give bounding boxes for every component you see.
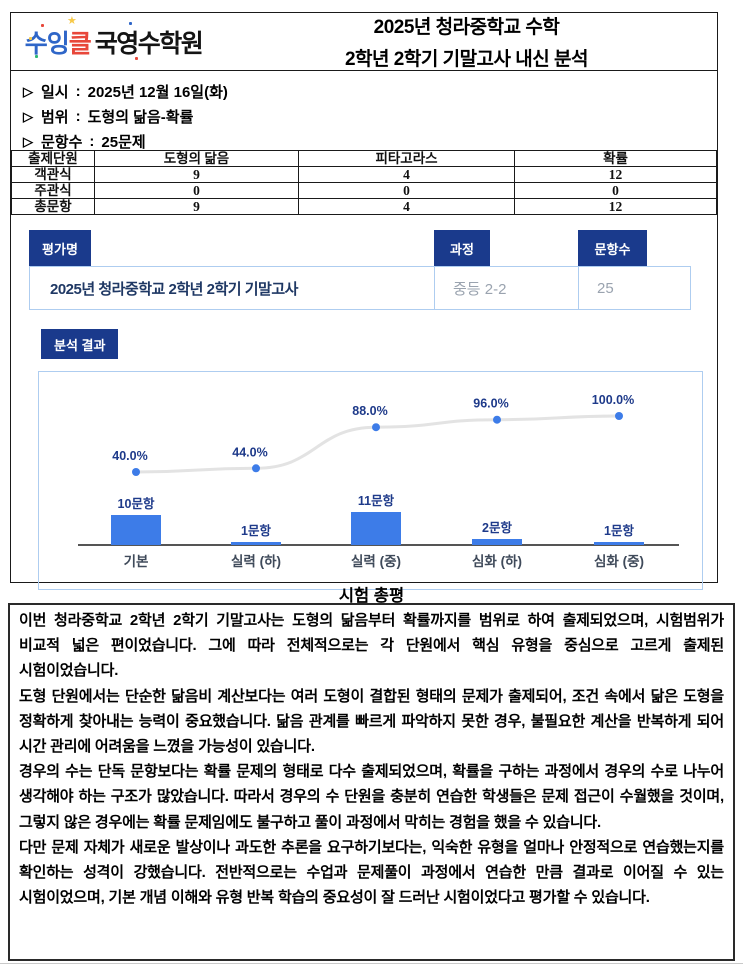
bar-value-label: 1문항 xyxy=(604,523,634,538)
info-scope: ▷ 범위 : 도형의 닮음-확률 xyxy=(23,108,194,126)
review-title: 시험 총평 xyxy=(338,587,405,605)
line-value-label: 96.0% xyxy=(473,397,508,411)
units-table: 출제단원 도형의 닮음 피타고라스 확률 객관식 9 4 12 주관식 0 0 … xyxy=(11,150,717,215)
bar xyxy=(351,512,401,545)
row-label: 총문항 xyxy=(11,198,95,215)
triangle-marker-icon: ▷ xyxy=(23,108,33,124)
table-row: 총문항 9 4 12 xyxy=(11,198,717,215)
info-count-label: 문항수 xyxy=(41,134,83,151)
triangle-marker-icon: ▷ xyxy=(23,83,33,99)
line-dot xyxy=(252,464,260,473)
logo-suffix-text: 국영수학원 xyxy=(94,29,204,58)
info-scope-label: 범위 xyxy=(41,109,69,126)
question-count-value: 25 xyxy=(578,267,690,309)
line-dot xyxy=(615,412,623,420)
cell-value: 9 xyxy=(94,198,299,215)
report-header: ★ 수잉클 국영수학원 2025년 청라중학교 수학 2학년 2학기 기말고사 … xyxy=(11,13,717,71)
confetti-dot xyxy=(35,55,38,58)
review-paragraph: 다만 문제 자체가 새로운 발상이나 과도한 추론을 요구하기보다는, 익숙한 … xyxy=(19,838,724,907)
review-box: 이번 청라중학교 2학년 2학기 기말고사는 도형의 닮음부터 확률까지를 범위… xyxy=(8,603,735,961)
exam-name-badge: 평가명 xyxy=(29,230,91,266)
line-dot xyxy=(372,423,380,432)
info-scope-value: 도형의 닮음-확률 xyxy=(87,109,194,126)
academy-logo: ★ 수잉클 국영수학원 xyxy=(11,13,216,70)
cell-value: 12 xyxy=(514,198,717,215)
bar xyxy=(231,542,281,545)
category-label: 심화 (하) xyxy=(472,553,522,569)
cell-value: 0 xyxy=(298,182,515,199)
category-label: 심화 (중) xyxy=(594,554,644,569)
line-value-label: 88.0% xyxy=(352,404,387,418)
title-line-1: 2025년 청라중학교 수학 xyxy=(373,17,560,38)
table-row: 객관식 9 4 12 xyxy=(11,166,717,183)
logo-brand-text: 수잉클 xyxy=(24,29,92,58)
line-value-label: 40.0% xyxy=(112,449,147,463)
row-label: 객관식 xyxy=(11,166,95,183)
table-row: 주관식 0 0 0 xyxy=(11,182,717,199)
info-date-value: 2025년 12월 16일(화) xyxy=(87,84,228,101)
category-label: 실력 (하) xyxy=(231,553,281,569)
cell-value: 0 xyxy=(514,182,717,199)
bar xyxy=(111,515,161,545)
confetti-dot xyxy=(129,22,132,25)
course-badge: 과정 xyxy=(434,230,490,266)
review-paragraph: 이번 청라중학교 2학년 2학기 기말고사는 도형의 닮음부터 확률까지를 범위… xyxy=(19,612,724,680)
exam-card: 평가명 과정 문항수 2025년 청라중학교 2학년 2학기 기말고사 중등 2… xyxy=(29,230,691,310)
info-date: ▷ 일시 : 2025년 12월 16일(화) xyxy=(23,83,228,101)
col-header: 도형의 닮음 xyxy=(94,150,299,167)
line-value-label: 44.0% xyxy=(232,445,267,459)
col-header: 확률 xyxy=(514,150,717,167)
title-line-2: 2학년 2학기 기말고사 내신 분석 xyxy=(344,49,589,70)
question-count-badge: 문항수 xyxy=(578,230,647,266)
cell-value: 4 xyxy=(298,166,515,183)
exam-info: ▷ 일시 : 2025년 12월 16일(화) ▷ 범위 : 도형의 닮음-확률… xyxy=(11,71,717,151)
cell-value: 9 xyxy=(94,166,299,183)
line-dot xyxy=(493,415,501,424)
info-question-count: ▷ 문항수 : 25문제 xyxy=(23,133,146,151)
page-edge-line xyxy=(0,963,743,964)
bar xyxy=(594,542,644,545)
analysis-result-badge: 분석 결과 xyxy=(41,329,119,359)
col-header: 피타고라스 xyxy=(298,150,515,167)
bar-value-label: 10문항 xyxy=(118,496,155,511)
bar-value-label: 2문항 xyxy=(482,520,512,535)
exam-name-value: 2025년 청라중학교 2학년 2학기 기말고사 xyxy=(50,280,298,298)
units-table-header-row: 출제단원 도형의 닮음 피타고라스 확률 xyxy=(11,150,717,167)
confetti-dot xyxy=(41,24,44,27)
cell-value: 4 xyxy=(298,198,515,215)
info-date-label: 일시 xyxy=(41,84,69,101)
cell-value: 12 xyxy=(514,166,717,183)
review-paragraph: 경우의 수는 단독 문항보다는 확률 문제의 형태로 다수 출제되었으며, 확률… xyxy=(19,763,724,831)
star-icon: ★ xyxy=(67,15,77,27)
info-count-value: 25문제 xyxy=(101,134,146,151)
course-value: 중등 2-2 xyxy=(434,267,578,309)
triangle-marker-icon: ▷ xyxy=(23,133,33,149)
line-dot xyxy=(132,468,140,476)
col-header: 출제단원 xyxy=(11,150,95,167)
confetti-dot xyxy=(135,57,138,60)
report-frame: ★ 수잉클 국영수학원 2025년 청라중학교 수학 2학년 2학기 기말고사 … xyxy=(10,12,718,590)
review-paragraph: 도형 단원에서는 단순한 닮음비 계산보다는 여러 도형이 결합된 형태의 문제… xyxy=(19,687,724,756)
exam-card-badges: 평가명 과정 문항수 xyxy=(29,230,691,266)
line-value-label: 100.0% xyxy=(592,393,634,407)
bar xyxy=(472,539,522,545)
cell-value: 0 xyxy=(94,182,299,199)
report-title: 2025년 청라중학교 수학 2학년 2학기 기말고사 내신 분석 xyxy=(216,13,717,70)
confetti-dot xyxy=(29,37,32,40)
category-label: 기본 xyxy=(124,554,149,569)
exam-card-row: 2025년 청라중학교 2학년 2학기 기말고사 중등 2-2 25 xyxy=(29,266,691,310)
bar-value-label: 11문항 xyxy=(358,493,395,508)
row-label: 주관식 xyxy=(11,182,95,199)
bar-value-label: 1문항 xyxy=(241,523,271,538)
category-label: 실력 (중) xyxy=(351,554,401,569)
